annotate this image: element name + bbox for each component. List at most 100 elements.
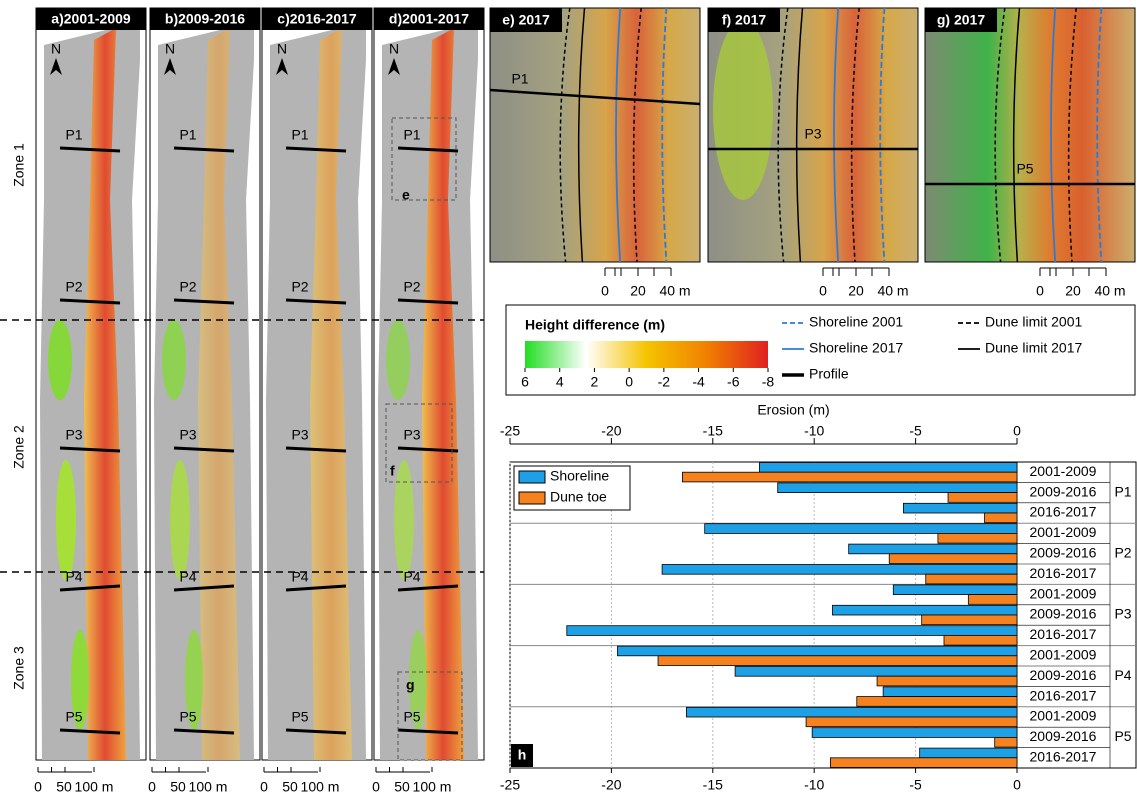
group-label: P1 xyxy=(1114,483,1131,499)
scale-label: 40 m xyxy=(659,283,690,299)
profile-label: P3 xyxy=(65,427,82,443)
bar xyxy=(830,758,1017,768)
profile-label: P2 xyxy=(179,279,196,295)
bar xyxy=(806,717,1017,727)
north-label: N xyxy=(389,41,399,57)
profile-label: P4 xyxy=(403,569,420,585)
panel-title: e) 2017 xyxy=(502,12,550,28)
scale-label: 20 xyxy=(630,283,646,299)
legend-swatch xyxy=(519,471,545,483)
inset-label: g xyxy=(406,677,415,693)
profile-label: P2 xyxy=(291,279,308,295)
category-label: 2009-2016 xyxy=(1030,483,1097,499)
profile-label: P4 xyxy=(65,569,82,585)
north-label: N xyxy=(165,41,175,57)
north-label: N xyxy=(277,41,287,57)
x-tick-label: -10 xyxy=(804,423,824,439)
panel-title: c)2016-2017 xyxy=(277,11,357,27)
scale-label: 50 xyxy=(282,779,298,795)
photo xyxy=(490,8,700,262)
legend-text: Profile xyxy=(809,366,849,382)
category-label: 2016-2017 xyxy=(1030,565,1097,581)
legend-text: Dune limit 2001 xyxy=(985,314,1082,330)
panel-label: h xyxy=(518,747,527,763)
scale-label: 0 xyxy=(148,779,156,795)
accretion-patch xyxy=(162,320,186,400)
colorbar-tick-label: 0 xyxy=(625,374,633,390)
group-label: P5 xyxy=(1114,728,1131,744)
scale-label: 0 xyxy=(1036,283,1044,299)
scale-label: 0 xyxy=(372,779,380,795)
bar xyxy=(857,697,1017,707)
profile-label: P5 xyxy=(403,709,420,725)
profile-label: P5 xyxy=(179,709,196,725)
profile-label: P5 xyxy=(65,709,82,725)
colorbar xyxy=(525,341,768,368)
accretion-patch xyxy=(170,460,190,580)
colorbar-tick-label: -6 xyxy=(727,374,740,390)
scale-label: 50 xyxy=(170,779,186,795)
profile-label: P5 xyxy=(291,709,308,725)
north-label: N xyxy=(51,41,61,57)
scale-label: 20 xyxy=(1065,283,1081,299)
bar xyxy=(995,737,1017,747)
colorbar-tick-label: -4 xyxy=(692,374,705,390)
category-label: 2001-2009 xyxy=(1030,647,1097,663)
scale-label: 0 xyxy=(34,779,42,795)
colorbar-tick-label: 4 xyxy=(556,374,564,390)
colorbar-tick-label: -2 xyxy=(658,374,671,390)
zone-label: Zone 1 xyxy=(11,143,27,187)
category-label: 2001-2009 xyxy=(1030,463,1097,479)
bar xyxy=(686,707,1017,717)
profile-label: P3 xyxy=(403,427,420,443)
category-label: 2016-2017 xyxy=(1030,626,1097,642)
x-axis-title: Erosion (m) xyxy=(757,402,829,418)
scale-label: 40 m xyxy=(877,283,908,299)
bar xyxy=(922,615,1017,625)
x-tick-label: -15 xyxy=(703,423,723,439)
group-label: P4 xyxy=(1114,667,1131,683)
scale-label: 40 m xyxy=(1094,283,1125,299)
panel-title: f) 2017 xyxy=(722,12,767,28)
bar xyxy=(682,472,1017,482)
bar xyxy=(567,626,1017,636)
legend-text: Dune limit 2017 xyxy=(985,340,1082,356)
scale-label: 100 m xyxy=(301,779,340,795)
accretion-patch xyxy=(48,320,72,400)
profile-label: P2 xyxy=(65,279,82,295)
accretion-patch xyxy=(56,460,76,580)
category-label: 2001-2009 xyxy=(1030,708,1097,724)
profile-label: P1 xyxy=(403,127,420,143)
figure: a)2001-2009NP1P2P3P4P5050100 mb)2009-201… xyxy=(0,0,1137,796)
x-tick-label: 0 xyxy=(1013,777,1021,793)
profile-label: P3 xyxy=(291,427,308,443)
legend-text: Shoreline 2001 xyxy=(809,314,903,330)
x-tick-label: -20 xyxy=(601,423,621,439)
bar xyxy=(735,667,1017,677)
bar xyxy=(985,513,1017,523)
vegetation xyxy=(713,20,773,200)
profile-label: P1 xyxy=(511,71,528,87)
scale-label: 50 xyxy=(56,779,72,795)
bar xyxy=(849,544,1017,554)
colorbar-tick-label: -8 xyxy=(762,374,775,390)
bar xyxy=(889,554,1017,564)
group-label: P2 xyxy=(1114,545,1131,561)
category-label: 2016-2017 xyxy=(1030,504,1097,520)
bar xyxy=(938,533,1017,543)
profile-label: P4 xyxy=(291,569,308,585)
legend-text: Shoreline xyxy=(550,468,609,484)
colorbar-tick-label: 2 xyxy=(591,374,599,390)
bar xyxy=(877,676,1017,686)
profile-label: P5 xyxy=(1016,161,1033,177)
x-tick-label: -25 xyxy=(500,423,520,439)
x-tick-label: -5 xyxy=(909,423,922,439)
bar xyxy=(662,565,1017,575)
bar xyxy=(883,687,1017,697)
accretion-patch xyxy=(394,460,414,580)
bar xyxy=(832,605,1017,615)
x-tick-label: -20 xyxy=(601,777,621,793)
inset-label: e xyxy=(402,187,410,203)
bar xyxy=(658,656,1017,666)
bar xyxy=(968,595,1017,605)
